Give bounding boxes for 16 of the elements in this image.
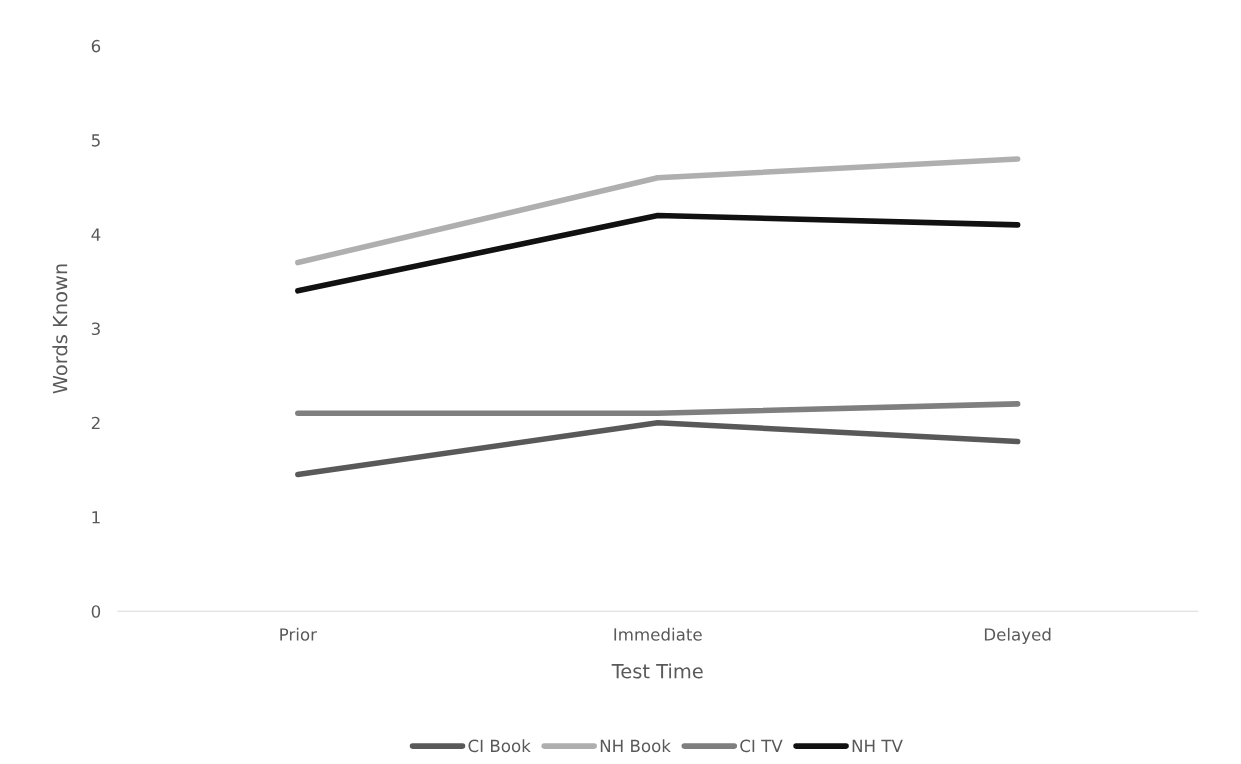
y-tick-label: 5	[91, 134, 100, 147]
y-tick-label: 6	[91, 39, 101, 53]
y-tick-label: 0	[91, 605, 101, 618]
y-tick-label: 1	[92, 511, 100, 524]
legend-label: NH TV	[852, 739, 903, 752]
x-tick-label: Delayed	[984, 627, 1051, 644]
y-tick-label: 2	[91, 416, 100, 430]
y-axis-title: Words Known	[52, 264, 68, 394]
x-tick-label: Immediate	[614, 627, 702, 641]
y-tick-label: 4	[91, 228, 101, 241]
y-tick-label: 3	[91, 322, 100, 336]
legend-label: NH Book	[600, 739, 671, 753]
legend-label: CI TV	[740, 739, 783, 753]
legend-label: CI Book	[468, 739, 531, 753]
x-axis-title: Test Time	[611, 663, 703, 679]
x-tick-label: Prior	[280, 627, 317, 641]
